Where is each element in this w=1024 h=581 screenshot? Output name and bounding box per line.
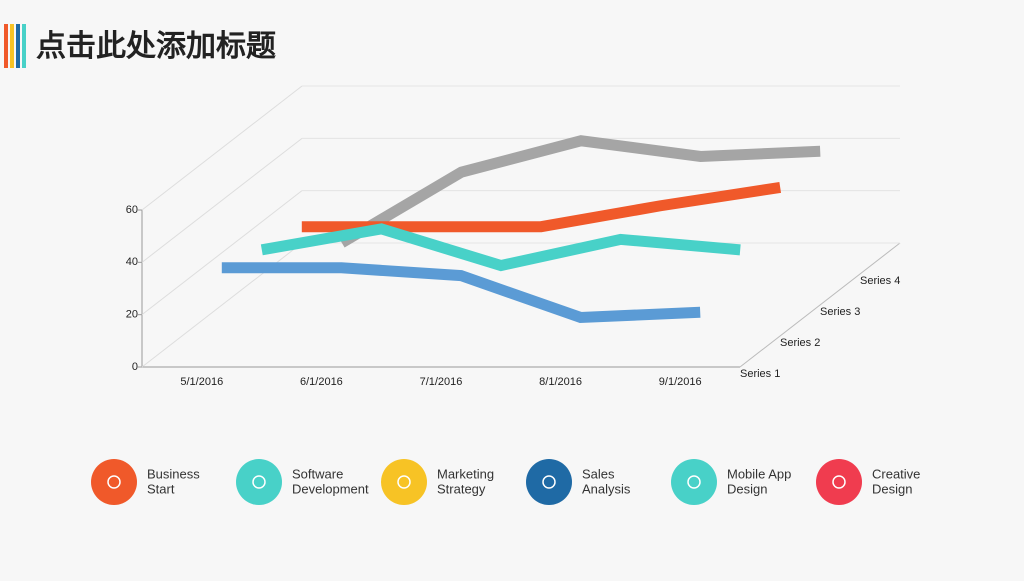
depth-label: Series 4: [860, 275, 900, 287]
axis-line: [739, 242, 901, 368]
accent-bar: [16, 24, 20, 68]
feature-label: Start: [147, 481, 175, 496]
depth-label: Series 2: [780, 337, 820, 349]
y-tick-label: 40: [126, 256, 138, 268]
feature-label: Design: [872, 481, 912, 496]
depth-label: Series 1: [740, 368, 780, 380]
feature-label: Sales: [582, 466, 615, 481]
grid-line: [141, 137, 303, 263]
y-tick-label: 20: [126, 309, 138, 321]
feature-label: Business: [147, 466, 200, 481]
feature-icon: [671, 459, 717, 505]
chart: 0 20 40 60 5/1/2016 6/1/2016 7/1/2016 8/1/2016 9…: [126, 85, 901, 388]
feature-icon: [381, 459, 427, 505]
grid-line: [141, 190, 303, 316]
icon-glyph: [107, 475, 121, 489]
feature-icon: [526, 459, 572, 505]
icon-glyph: [252, 475, 266, 489]
feature-label: Mobile App: [727, 466, 791, 481]
icon-glyph: [687, 475, 701, 489]
feature-icon: [816, 459, 862, 505]
feature-icon: [91, 459, 137, 505]
feature-label: Analysis: [582, 481, 631, 496]
series-ribbon: [339, 135, 821, 248]
x-tick-label: 7/1/2016: [420, 376, 463, 388]
x-tick-label: 9/1/2016: [659, 376, 702, 388]
feature-label: Creative: [872, 466, 920, 481]
y-tick-label: 0: [132, 361, 138, 373]
series-ribbon: [260, 223, 741, 272]
feature-label: Design: [727, 481, 767, 496]
icon-glyph: [397, 475, 411, 489]
x-tick-label: 6/1/2016: [300, 376, 343, 388]
accent-bar: [4, 24, 8, 68]
slide-title: 点击此处添加标题: [36, 30, 276, 63]
y-tick-label: 60: [126, 204, 138, 216]
feature-icon: [236, 459, 282, 505]
x-tick-label: 5/1/2016: [180, 376, 223, 388]
x-tick-label: 8/1/2016: [539, 376, 582, 388]
feature-label: Strategy: [437, 481, 486, 496]
feature-label: Development: [292, 481, 369, 496]
series-ribbon: [221, 262, 701, 324]
feature-label: Software: [292, 466, 343, 481]
feature-label: Marketing: [437, 466, 494, 481]
accent-bar: [22, 24, 26, 68]
icon-glyph: [542, 475, 556, 489]
grid-line: [141, 85, 303, 211]
icon-glyph: [832, 475, 846, 489]
accent-bar: [10, 24, 14, 68]
depth-label: Series 3: [820, 306, 860, 318]
